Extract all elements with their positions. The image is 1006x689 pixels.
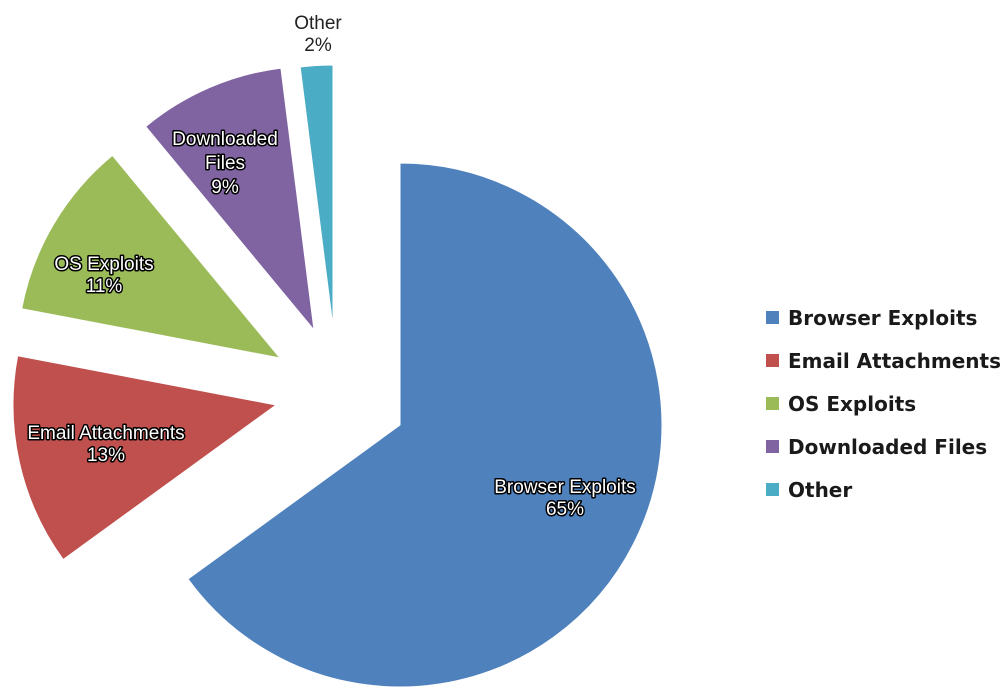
legend-label: Downloaded Files — [788, 434, 988, 459]
legend-swatch — [766, 483, 779, 496]
slice-label: Other 2% — [294, 13, 342, 56]
legend-label: Other — [788, 477, 853, 502]
legend-item-email-attachments: Email Attachments — [766, 339, 1001, 382]
legend-label: Browser Exploits — [788, 305, 978, 330]
legend-swatch — [766, 397, 779, 410]
legend-swatch — [766, 311, 779, 324]
slice-label: OS Exploits 11% — [54, 254, 153, 297]
legend-item-os-exploits: OS Exploits — [766, 382, 1001, 425]
pie-slice-downloaded-files — [145, 67, 315, 332]
pie-slice-browser-exploits — [187, 162, 663, 688]
slice-label: Downloaded Files 9% — [172, 129, 278, 198]
pie-slice-email-attachments — [12, 355, 278, 561]
legend-label: Email Attachments — [788, 348, 1001, 373]
legend-item-downloaded-files: Downloaded Files — [766, 425, 1001, 468]
legend: Browser Exploits Email Attachments OS Ex… — [766, 296, 1001, 511]
pie-slice-other — [299, 64, 334, 328]
legend-swatch — [766, 440, 779, 453]
slice-label: Browser Exploits 65% — [494, 477, 636, 520]
legend-item-other: Other — [766, 468, 1001, 511]
slice-label: Email Attachments 13% — [27, 423, 184, 466]
legend-label: OS Exploits — [788, 391, 917, 416]
pie-slice-os-exploits — [21, 154, 282, 359]
legend-item-browser-exploits: Browser Exploits — [766, 296, 1001, 339]
legend-swatch — [766, 354, 779, 367]
